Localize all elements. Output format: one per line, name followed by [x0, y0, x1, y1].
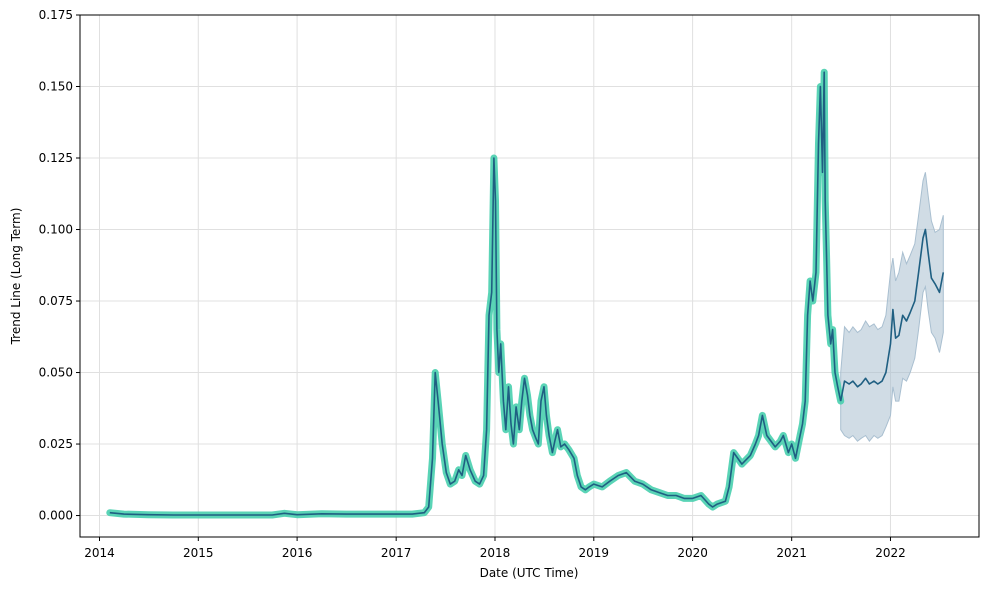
historical-highlight-line	[106, 68, 845, 519]
y-tick-label: 0.025	[39, 437, 73, 451]
plot-frame	[79, 14, 980, 538]
y-tick-label: 0.150	[39, 80, 73, 94]
x-tick-label: 2021	[776, 546, 807, 560]
y-axis: 0.000 0.025 0.050 0.075 0.100 0.125 0.150 0.175	[39, 8, 80, 523]
y-tick-label: 0.125	[39, 151, 73, 165]
x-tick-label: 2020	[677, 546, 708, 560]
x-tick-label: 2015	[183, 546, 214, 560]
y-axis-label: Trend Line (Long Term)	[9, 208, 23, 346]
x-tick-label: 2022	[875, 546, 906, 560]
x-tick-label: 2014	[84, 546, 115, 560]
y-tick-label: 0.175	[39, 8, 73, 22]
y-tick-label: 0.000	[39, 509, 73, 523]
x-tick-label: 2019	[579, 546, 610, 560]
x-axis: 2014 2015 2016 2017 2018 2019 2020 2021 2022	[84, 537, 906, 560]
forecast-trend-line	[839, 228, 945, 402]
forecast-band-layer	[840, 172, 944, 443]
x-tick-label: 2018	[480, 546, 511, 560]
y-tick-label: 0.050	[39, 366, 73, 380]
x-tick-label: 2017	[381, 546, 412, 560]
y-tick-label: 0.075	[39, 294, 73, 308]
historical-trend-line	[109, 71, 842, 516]
x-axis-label: Date (UTC Time)	[480, 566, 579, 580]
forecast-confidence-band	[840, 172, 944, 443]
y-tick-label: 0.100	[39, 223, 73, 237]
series-layer	[106, 68, 945, 519]
x-tick-label: 2016	[282, 546, 313, 560]
grid	[80, 14, 979, 537]
